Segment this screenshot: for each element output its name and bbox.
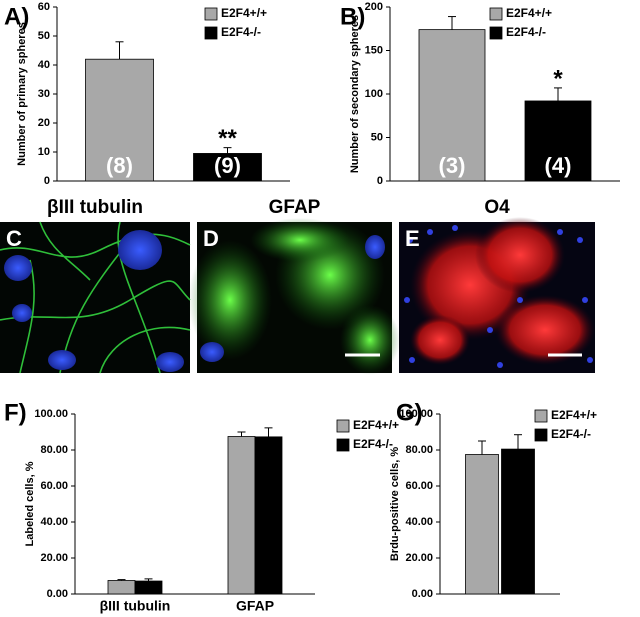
error-bar [264,427,273,437]
error-bar [478,440,486,455]
image-title: βIII tubulin [47,197,143,218]
bar [418,29,486,182]
legend-label: E2F4-/- [551,427,591,441]
y-tick-label: 60.00 [405,480,433,492]
y-tick-label: 60.00 [40,480,68,492]
image-panel-label: D [203,226,219,251]
significance-label: * [553,65,563,92]
panel-label: F) [4,399,27,426]
bar [107,580,136,595]
bar [85,58,154,182]
legend-label: E2F4+/+ [551,408,597,422]
y-tick-label: 40 [38,59,50,71]
image-panel-label: C [6,226,22,251]
y-axis-label: Labeled cells, % [24,461,36,546]
n-label: (3) [439,153,466,178]
y-axis-label: Number of primary spheres [16,22,28,166]
legend-swatch [489,26,503,40]
image-e [399,217,595,373]
legend-label: E2F4-/- [506,25,546,39]
error-bar [448,16,456,30]
error-bar [144,578,153,582]
y-tick-label: 40.00 [405,516,433,528]
legend-swatch [489,7,503,21]
legend-label: E2F4-/- [353,437,393,451]
n-label: (4) [545,153,572,178]
y-tick-label: 0.00 [412,588,433,600]
y-tick-label: 80.00 [405,444,433,456]
y-tick-label: 60 [38,1,50,13]
error-bar [514,434,522,450]
y-tick-label: 80.00 [40,444,68,456]
y-tick-label: 40.00 [40,516,68,528]
bar [193,153,262,182]
panel-label: A) [4,3,29,30]
error-bar [115,41,124,60]
legend-label: E2F4-/- [221,25,261,39]
y-tick-label: 50 [371,131,383,143]
y-tick-label: 150 [365,44,383,56]
y-axis-label: Number of secondary spheres [349,15,361,173]
image-title: O4 [484,197,510,218]
x-tick-label: βIII tubulin [100,598,171,614]
n-label: (8) [106,153,133,178]
y-axis-label: Brdu-positive cells, % [389,447,401,562]
bar [501,448,535,595]
y-tick-label: 20.00 [405,552,433,564]
legend-swatch [534,428,548,442]
y-tick-label: 0 [44,175,50,187]
y-tick-label: 20 [38,117,50,129]
error-bar [223,147,232,154]
y-tick-label: 10 [38,146,50,158]
bar [227,436,256,595]
error-bar [237,431,246,437]
n-label: (9) [214,153,241,178]
legend-swatch [534,409,548,423]
legend-swatch [336,419,350,433]
y-tick-label: 100 [365,88,383,100]
panel-label: G) [396,399,423,426]
y-tick-label: 20.00 [40,552,68,564]
legend-label: E2F4+/+ [353,418,399,432]
legend-swatch [204,7,218,21]
x-tick-label: GFAP [236,598,274,614]
bar [524,100,592,182]
y-tick-label: 0 [377,175,383,187]
legend-label: E2F4+/+ [506,6,552,20]
image-panel-label: E [405,226,420,251]
y-tick-label: 100.00 [399,408,433,420]
bar [254,436,283,595]
image-title: GFAP [269,197,321,218]
y-tick-label: 50 [38,30,50,42]
y-tick-label: 0.00 [47,588,68,600]
bar [134,580,163,595]
image-c [0,221,191,374]
image-d [188,218,400,375]
y-tick-label: 100.00 [34,408,68,420]
legend-swatch [204,26,218,40]
legend-label: E2F4+/+ [221,6,267,20]
y-tick-label: 200 [365,1,383,13]
legend-swatch [336,438,350,452]
error-bar [117,579,126,581]
significance-label: ** [218,125,237,152]
error-bar [554,87,562,101]
y-tick-label: 30 [38,88,50,100]
panel-label: B) [340,3,365,30]
bar [465,454,499,595]
